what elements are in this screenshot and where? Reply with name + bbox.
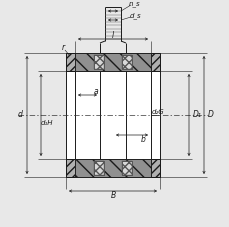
Polygon shape — [66, 53, 159, 71]
Polygon shape — [94, 55, 104, 69]
Polygon shape — [121, 161, 131, 175]
Text: D₁: D₁ — [192, 111, 201, 119]
Polygon shape — [66, 53, 159, 177]
Polygon shape — [121, 55, 131, 69]
Polygon shape — [94, 161, 104, 175]
Text: l: l — [112, 30, 114, 39]
Text: d: d — [17, 111, 22, 119]
Text: a: a — [93, 86, 98, 96]
Text: D: D — [207, 111, 213, 119]
Text: r: r — [61, 44, 64, 52]
Text: d_s: d_s — [129, 13, 140, 19]
Polygon shape — [75, 53, 150, 71]
Text: b: b — [140, 135, 145, 143]
Polygon shape — [66, 159, 159, 177]
Text: d₁H: d₁H — [41, 120, 53, 126]
Polygon shape — [75, 159, 150, 177]
Text: B: B — [110, 192, 115, 200]
Text: n_s: n_s — [129, 1, 140, 7]
Text: d₂G: d₂G — [151, 109, 164, 115]
